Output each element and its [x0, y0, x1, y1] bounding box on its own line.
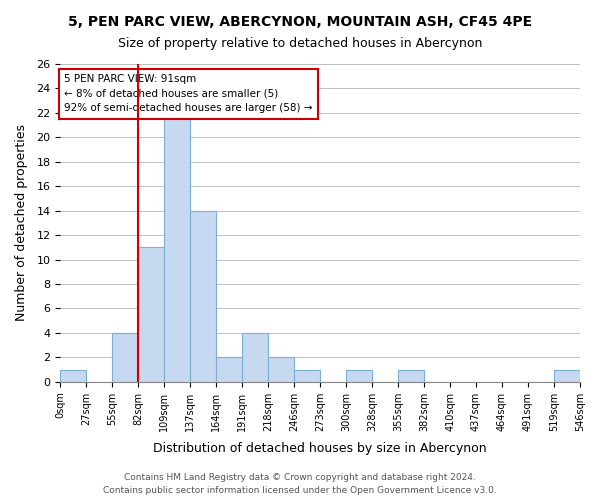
Y-axis label: Number of detached properties: Number of detached properties	[15, 124, 28, 322]
Bar	[164, 113, 190, 382]
Bar	[242, 333, 268, 382]
Bar	[554, 370, 580, 382]
Text: 5 PEN PARC VIEW: 91sqm
← 8% of detached houses are smaller (5)
92% of semi-detac: 5 PEN PARC VIEW: 91sqm ← 8% of detached …	[64, 74, 313, 114]
Bar	[138, 248, 164, 382]
Bar	[346, 370, 372, 382]
Bar	[216, 358, 242, 382]
Text: 5, PEN PARC VIEW, ABERCYNON, MOUNTAIN ASH, CF45 4PE: 5, PEN PARC VIEW, ABERCYNON, MOUNTAIN AS…	[68, 15, 532, 29]
Text: Size of property relative to detached houses in Abercynon: Size of property relative to detached ho…	[118, 38, 482, 51]
Bar	[398, 370, 424, 382]
Bar	[268, 358, 294, 382]
Text: Contains HM Land Registry data © Crown copyright and database right 2024.
Contai: Contains HM Land Registry data © Crown c…	[103, 474, 497, 495]
Bar	[294, 370, 320, 382]
Bar	[112, 333, 138, 382]
Bar	[61, 370, 86, 382]
Bar	[190, 210, 216, 382]
X-axis label: Distribution of detached houses by size in Abercynon: Distribution of detached houses by size …	[154, 442, 487, 455]
